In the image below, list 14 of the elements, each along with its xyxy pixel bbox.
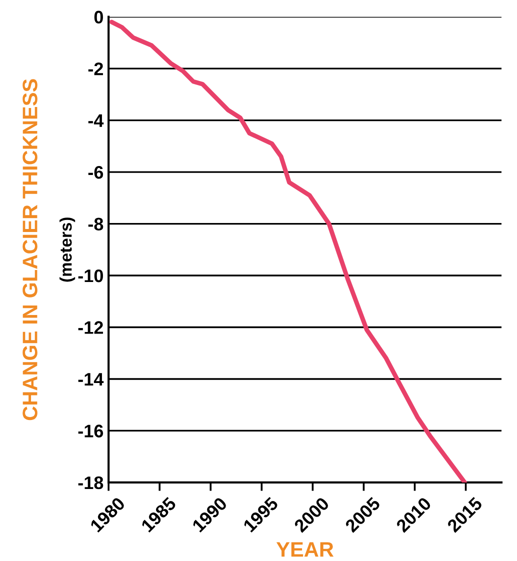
y-tick-label: -8 bbox=[88, 218, 104, 230]
text: (meters) bbox=[60, 218, 76, 282]
y-tick-label: -12 bbox=[78, 321, 103, 334]
y-tick-label: -14 bbox=[78, 373, 104, 386]
line-series bbox=[109, 20, 467, 482]
y-tick-label: -2 bbox=[88, 62, 103, 76]
y-tick-label: -6 bbox=[88, 166, 104, 179]
y-axis-title: CHANGE IN GLACIER THICKNESS bbox=[22, 79, 38, 420]
y-tick-label: -16 bbox=[78, 424, 104, 438]
y-tick-label: -18 bbox=[78, 476, 104, 490]
x-axis-title: YEAR bbox=[276, 542, 334, 557]
y-tick-label: -4 bbox=[88, 114, 104, 127]
y-tick-label: -10 bbox=[78, 269, 103, 282]
y-tick-label: 0 bbox=[94, 10, 103, 24]
